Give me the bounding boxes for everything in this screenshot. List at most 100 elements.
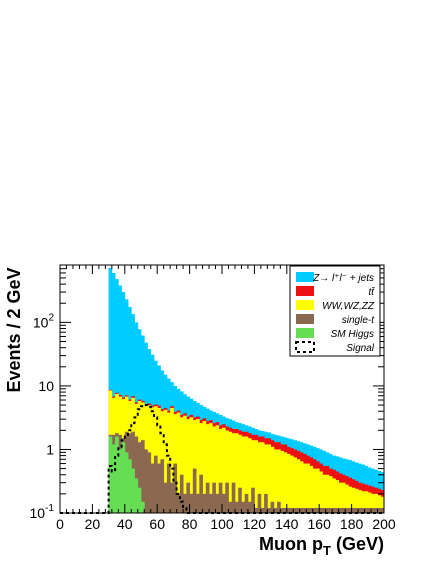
bar [345, 507, 349, 513]
bar [115, 436, 119, 513]
bar [147, 452, 152, 513]
bar [270, 446, 275, 513]
bar [280, 507, 284, 513]
bar [351, 487, 356, 513]
x-axis-title: Muon pT (GeV) [259, 534, 384, 558]
bar [367, 492, 372, 513]
bar [338, 482, 343, 513]
bar [247, 501, 252, 513]
bar [306, 463, 310, 513]
bar [309, 465, 314, 513]
bar [183, 493, 187, 513]
x-axis-title-unit: (GeV) [336, 534, 384, 554]
bar [183, 415, 187, 513]
bar [267, 444, 271, 513]
bar [186, 482, 190, 513]
bar [351, 507, 356, 513]
bar [108, 436, 113, 513]
bar [111, 444, 116, 513]
x-tick-label: 100 [210, 516, 234, 532]
bar [209, 423, 213, 513]
bar [325, 507, 330, 513]
bar [179, 474, 184, 513]
y-tick-label: 10 [38, 378, 54, 394]
bar [192, 420, 197, 513]
legend-swatch [296, 286, 314, 296]
bar [328, 507, 333, 513]
bar [134, 436, 139, 513]
bar [283, 452, 288, 513]
bar [293, 507, 297, 513]
bar [199, 423, 203, 513]
bar [293, 457, 297, 513]
bar [176, 412, 181, 513]
bar [218, 428, 223, 513]
bar [199, 474, 203, 513]
bar [319, 507, 323, 513]
bar [173, 414, 178, 513]
bar [322, 474, 327, 513]
legend-label: single-t [342, 315, 375, 326]
bar [137, 487, 142, 513]
bar [160, 459, 165, 513]
bar [358, 507, 362, 513]
bar [354, 488, 359, 513]
bar [166, 412, 171, 513]
bar [296, 459, 301, 513]
bar [247, 438, 252, 513]
bar [251, 440, 255, 513]
bar [241, 436, 246, 513]
bar [228, 431, 233, 513]
bar [303, 463, 307, 513]
bar [345, 484, 349, 513]
legend-label: WW,WZ,ZZ [322, 301, 375, 312]
bar [134, 478, 139, 513]
bar [299, 507, 304, 513]
legend-swatch [296, 314, 314, 324]
x-tick-label: 20 [85, 516, 101, 532]
bar [222, 427, 226, 513]
bar [367, 507, 372, 513]
bar [264, 444, 268, 513]
bar [196, 419, 200, 513]
bar [189, 493, 194, 513]
bar [141, 501, 145, 513]
bar [225, 482, 229, 513]
bar [205, 424, 210, 513]
bar [254, 507, 259, 513]
bar [222, 493, 226, 513]
bar [215, 425, 220, 513]
bar [196, 493, 200, 513]
bar [322, 507, 327, 513]
bar [251, 487, 255, 513]
x-axis-title-sub: T [323, 543, 331, 558]
bar [260, 507, 265, 513]
series-0 [108, 436, 145, 513]
bar [157, 407, 161, 513]
bar [225, 430, 229, 513]
bar [361, 507, 365, 513]
bar [286, 507, 291, 513]
bar [277, 449, 281, 513]
bar [306, 507, 310, 513]
bar [341, 507, 346, 513]
legend-swatch [296, 328, 314, 338]
bar [186, 419, 190, 513]
bar [163, 482, 168, 513]
bar [231, 482, 236, 513]
bar [257, 493, 262, 513]
bar [244, 493, 249, 513]
bar [377, 495, 382, 513]
bar [312, 468, 317, 513]
bar [238, 434, 242, 513]
bar [111, 272, 116, 513]
bar [361, 491, 365, 513]
signal-curve [60, 404, 384, 514]
bar [267, 507, 271, 513]
bar [315, 507, 320, 513]
bar [141, 440, 145, 513]
bar [163, 409, 168, 513]
bar [176, 493, 181, 513]
bar [205, 482, 210, 513]
x-tick-label: 40 [117, 516, 133, 532]
